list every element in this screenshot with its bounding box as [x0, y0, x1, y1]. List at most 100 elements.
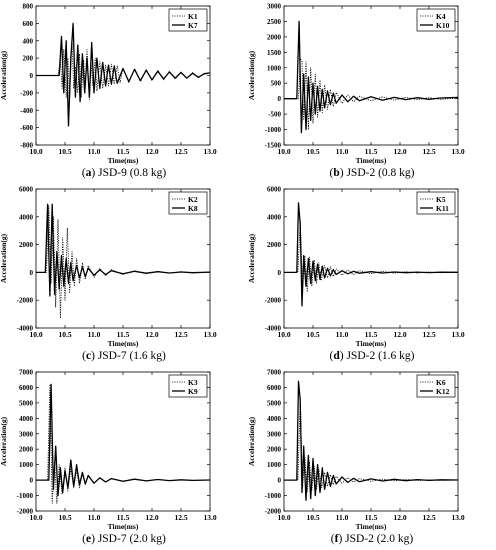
- chart-a-legend-label-k1: K1: [188, 12, 198, 21]
- chart-c-ytick-label: 6000: [19, 186, 34, 194]
- chart-a-ytick-label: -400: [20, 107, 33, 115]
- chart-a-xtick-label: 12.5: [174, 147, 187, 156]
- chart-b-legend-label-k10: K10: [436, 21, 450, 30]
- chart-e-legend-label-k9: K9: [188, 387, 198, 396]
- chart-e-xtick-label: 10.0: [29, 513, 42, 522]
- caption-e-text: JSD-7 (2.0 kg): [97, 533, 166, 545]
- chart-b-xtick-label: 12.5: [422, 147, 435, 156]
- chart-f-ytick-label: -2000: [265, 508, 282, 516]
- caption-f-text: JSD-2 (2.0 kg): [345, 533, 414, 545]
- chart-c-legend-label-k8: K8: [188, 204, 198, 213]
- chart-panel-c: 10.0 10.5 11.0 11.5 12.0 12.5 13.0 -4000 -2000 0 2…: [0, 183, 248, 366]
- caption-a: (a) JSD-9 (0.8 kg): [81, 167, 167, 179]
- chart-d-xtick-label: 10.0: [277, 330, 290, 339]
- chart-f-ytick-label: 0: [278, 477, 282, 485]
- chart-f-xtick-label: 11.0: [336, 513, 349, 522]
- chart-f-ytick-label: 5000: [267, 399, 282, 407]
- chart-f-series-k12: [284, 380, 458, 501]
- chart-d-xtick-label: 11.0: [336, 330, 349, 339]
- caption-e-letter: e: [85, 533, 92, 545]
- caption-a-letter: a: [85, 167, 92, 179]
- chart-f-xtick-label: 11.5: [365, 513, 378, 522]
- chart-a-ytick-label: 600: [23, 20, 34, 28]
- chart-a-xtick-label: 12.0: [145, 147, 158, 156]
- chart-c-ytick-label: 4000: [19, 213, 34, 221]
- chart-f-xtick-label: 10.5: [306, 513, 319, 522]
- caption-b: (b) JSD-2 (0.8 kg): [329, 167, 415, 179]
- chart-e-ytick-label: 1000: [19, 461, 34, 469]
- chart-b-legend-label-k4: K4: [436, 12, 446, 21]
- caption-c-text: JSD-7 (1.6 kg): [97, 350, 166, 362]
- chart-b-ytick-label: 1000: [267, 64, 282, 72]
- chart-f-ytick-label: -1000: [265, 492, 282, 500]
- chart-d-ytick-label: -2000: [265, 297, 282, 305]
- chart-b-ylabel: Acceleration(g): [247, 50, 256, 100]
- chart-e-ytick-label: -1000: [17, 492, 34, 500]
- chart-f-svg: 10.0 10.5 11.0 11.5 12.0 12.5 13.0 -2000 -1000 0 1…: [247, 369, 465, 532]
- chart-d-ytick-label: 4000: [267, 213, 282, 221]
- chart-f-ytick-label: 7000: [267, 369, 282, 377]
- chart-e-series-k9: [36, 383, 210, 497]
- chart-e-ytick-label: 6000: [19, 384, 34, 392]
- caption-d-letter: d: [333, 350, 340, 362]
- chart-c-ytick-label: -4000: [17, 325, 34, 333]
- chart-e-ylabel: Acceleration(g): [0, 416, 8, 466]
- chart-d-legend-label-k11: K11: [436, 204, 449, 213]
- chart-a-xtick-label: 13.0: [203, 147, 216, 156]
- chart-c-xlabel: Time(ms): [108, 339, 139, 348]
- chart-e-xtick-label: 11.5: [117, 513, 130, 522]
- chart-c-xtick-label: 13.0: [203, 330, 216, 339]
- caption-d: (d) JSD-2 (1.6 kg): [329, 350, 415, 362]
- chart-e-xtick-label: 13.0: [203, 513, 216, 522]
- caption-f-letter: f: [334, 533, 339, 545]
- chart-a-ytick-label: -800: [20, 142, 33, 150]
- chart-f-xtick-label: 12.5: [422, 513, 435, 522]
- chart-panel-d: 10.0 10.5 11.0 11.5 12.0 12.5 13.0 -4000 -2000 0 2…: [247, 183, 496, 366]
- chart-c-ytick-label: 2000: [19, 241, 34, 249]
- chart-c-xtick-label: 10.5: [58, 330, 71, 339]
- chart-d-xtick-label: 12.5: [422, 330, 435, 339]
- chart-e-ytick-label: 2000: [19, 446, 34, 454]
- chart-a-ytick-label: 0: [30, 72, 34, 80]
- chart-b-xtick-label: 10.0: [277, 147, 290, 156]
- chart-f-xtick-label: 10.0: [277, 513, 290, 522]
- chart-a-series-k7: [36, 22, 210, 127]
- chart-e-svg: 10.0 10.5 11.0 11.5 12.0 12.5 13.0 -2000 -1000 0 1…: [0, 369, 217, 532]
- chart-d-xtick-label: 13.0: [451, 330, 464, 339]
- chart-a-svg: 10.0 10.5 11.0 11.5 12.0 12.5 13.0 -800 -600 -400…: [0, 3, 217, 166]
- chart-a-ytick-label: -600: [20, 124, 33, 132]
- chart-c-xtick-label: 11.0: [88, 330, 101, 339]
- chart-d-legend-label-k5: K5: [436, 195, 446, 204]
- caption-c-letter: c: [85, 350, 92, 362]
- chart-b-ytick-label: -1500: [265, 142, 282, 150]
- chart-b-xtick-label: 11.5: [365, 147, 378, 156]
- chart-e-xtick-label: 11.0: [88, 513, 101, 522]
- chart-e-ytick-label: 3000: [19, 430, 34, 438]
- chart-d-svg: 10.0 10.5 11.0 11.5 12.0 12.5 13.0 -4000 -2000 0 2…: [247, 186, 465, 349]
- chart-c-ytick-label: 0: [30, 269, 34, 277]
- chart-c-ylabel: Acceleration(g): [0, 233, 8, 283]
- chart-a-ytick-label: -200: [20, 89, 33, 97]
- chart-f-xlabel: Time(ms): [356, 522, 387, 531]
- chart-a-ytick-label: 200: [23, 55, 34, 63]
- chart-a-xlabel: Time(ms): [108, 156, 139, 165]
- chart-b-xtick-label: 12.0: [393, 147, 406, 156]
- chart-b-xlabel: Time(ms): [356, 156, 387, 165]
- chart-d-ytick-label: 6000: [267, 186, 282, 194]
- chart-f-xtick-label: 13.0: [451, 513, 464, 522]
- chart-c-xtick-label: 12.0: [145, 330, 158, 339]
- caption-d-text: JSD-2 (1.6 kg): [346, 350, 415, 362]
- chart-d-ylabel: Acceleration(g): [247, 233, 256, 283]
- chart-b-ytick-label: 2000: [267, 33, 282, 41]
- chart-e-ytick-label: 0: [30, 477, 34, 485]
- chart-a-ytick-label: 800: [23, 3, 34, 11]
- chart-e-ytick-label: 5000: [19, 399, 34, 407]
- chart-e-legend-label-k3: K3: [188, 378, 198, 387]
- chart-a-legend-label-k7: K7: [188, 21, 198, 30]
- chart-e-ytick-label: -2000: [17, 508, 34, 516]
- chart-e-ytick-label: 7000: [19, 369, 34, 377]
- chart-e-xlabel: Time(ms): [108, 522, 139, 531]
- caption-a-text: JSD-9 (0.8 kg): [98, 167, 167, 179]
- chart-e-xtick-label: 10.5: [58, 513, 71, 522]
- chart-f-xtick-label: 12.0: [393, 513, 406, 522]
